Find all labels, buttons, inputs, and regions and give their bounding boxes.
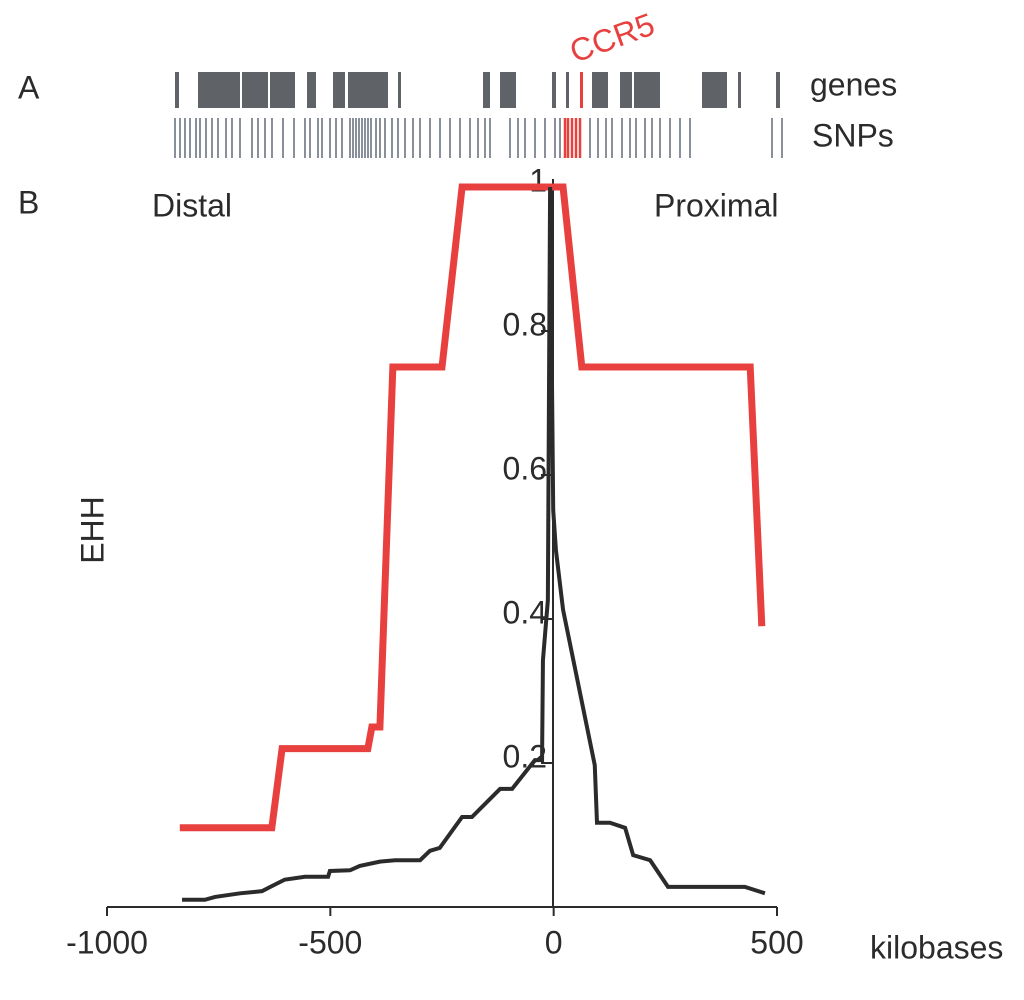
ccr5-snps [563, 118, 582, 158]
y-axis-title: EHH [74, 496, 110, 564]
panel-label: B [18, 184, 39, 220]
x-tick-label: -500 [298, 924, 362, 960]
panel-label: A [18, 69, 40, 105]
track-label: SNPs [812, 117, 894, 153]
y-tick-label: 0.6 [503, 450, 547, 486]
gene-track [175, 72, 780, 108]
y-tick-label: 1 [529, 162, 547, 198]
ccr5-label: CCR5 [565, 6, 659, 70]
y-tick-label: 0.4 [503, 594, 547, 630]
x-axis-title: kilobases [870, 929, 1003, 965]
snp-track [174, 118, 783, 158]
annotation: Distal [152, 187, 232, 223]
annotation: Proximal [654, 187, 778, 223]
track-label: genes [810, 66, 897, 102]
x-tick-label: 0 [545, 924, 563, 960]
y-tick-label: 0.2 [503, 738, 547, 774]
x-tick-label: -1000 [66, 924, 148, 960]
y-tick-label: 0.8 [503, 306, 547, 342]
ehh-line [179, 183, 766, 832]
ehh-line [182, 186, 766, 902]
ccr5-gene [580, 72, 583, 108]
x-tick-label: 500 [750, 924, 803, 960]
